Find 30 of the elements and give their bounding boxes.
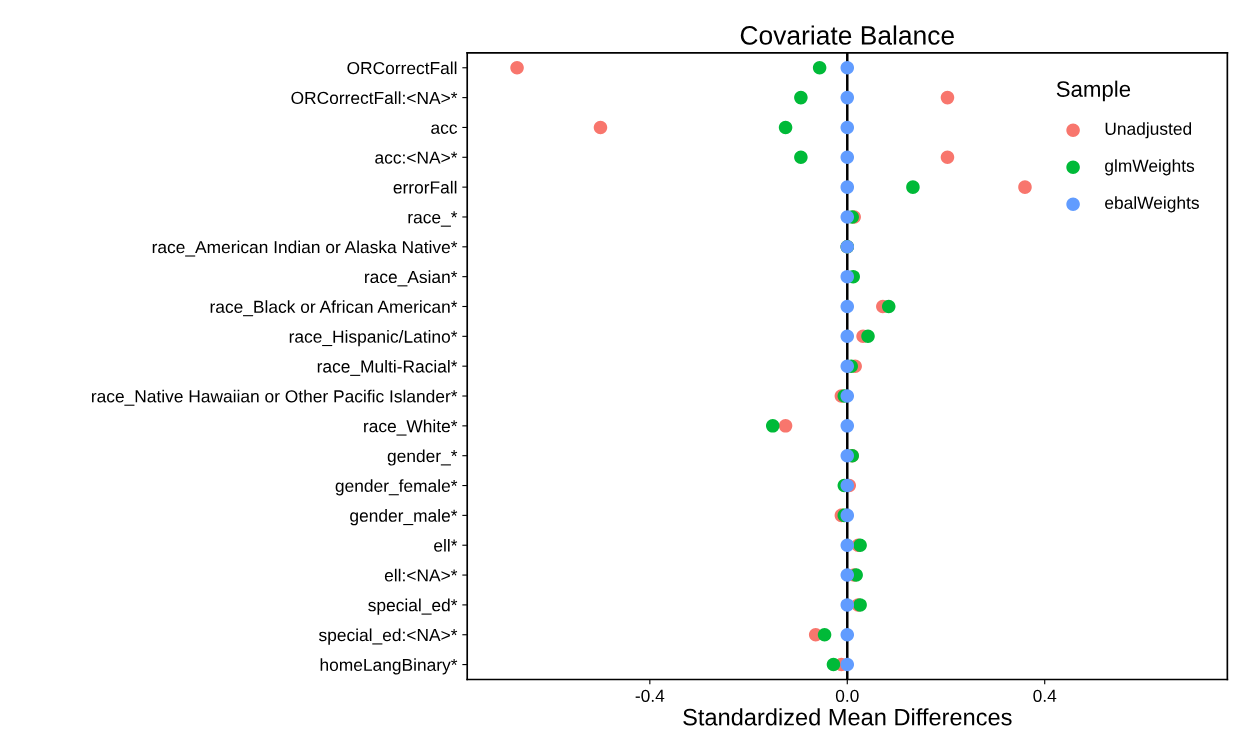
legend-label: ebalWeights [1105,196,1199,213]
y-tick-label: ell* [434,538,458,552]
y-tick-label: race_Asian* [365,270,458,287]
y-tick-label: errorFall [393,180,457,194]
y-tick-label: race_White* [364,419,458,436]
y-tick-label: race_American Indian or Alaska Native* [152,240,458,257]
y-tick-label: race_Hispanic/Latino* [289,330,458,347]
y-tick-label: ell:<NA>* [384,568,458,582]
x-tick-label: 0.0 [835,689,859,702]
y-tick-label: race_Black or African American* [210,300,458,317]
y-tick-label: gender_male* [350,509,458,526]
y-tick-label: race_Native Hawaiian or Other Pacific Islander* [91,389,458,406]
legend-label: glmWeights [1105,159,1195,176]
y-tick-label: special_ed* [368,598,458,615]
legend-title: Sample [1056,80,1131,102]
legend-label: Unadjusted [1105,122,1192,139]
y-tick-label: race_Multi-Racial* [317,359,458,376]
y-tick-label: race_* [408,211,458,227]
x-axis-title: Standardized Mean Differences [683,708,1012,726]
x-tick-label: -0.4 [635,689,665,702]
chart-title: Covariate Balance [740,25,954,45]
y-tick-label: special_ed:<NA>* [318,628,458,645]
y-tick-label: gender_female* [335,479,458,496]
y-tick-label: ORCorrectFall:<NA>* [291,91,458,105]
y-tick-label: acc:<NA>* [375,151,458,164]
x-tick-label: 0.4 [1033,689,1057,702]
y-tick-label: acc [431,124,458,134]
y-tick-label: ORCorrectFall [347,61,457,75]
y-tick-label: gender_* [387,449,458,466]
y-tick-label: homeLangBinary* [320,658,458,675]
